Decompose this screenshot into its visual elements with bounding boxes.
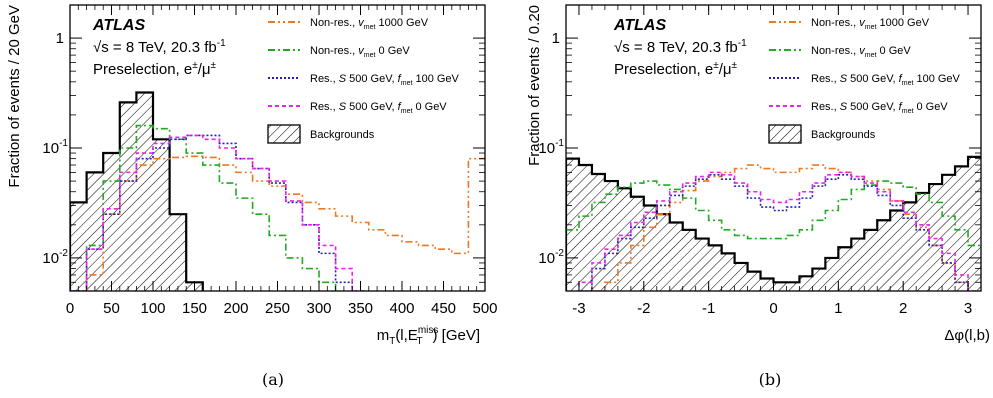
legend-entry: Non-res., vmet 0 GeV [769,45,911,59]
x-tick-label: 3 [964,300,972,317]
legend-entry: Res., S 500 GeV, fmet 0 GeV [268,101,447,115]
background-hatch-fill [566,156,981,291]
series-group [566,155,981,291]
x-tick-label: 2 [899,300,907,317]
x-tick-label: -2 [637,300,650,317]
x-tick-label: 100 [140,300,165,317]
legend-entry: Backgrounds [267,124,375,144]
y-axis-title-b: Fraction of events / 0.20 [526,5,543,166]
series-line-4 [578,171,981,291]
legend-label: Res., S 500 GeV, fmet 100 GeV [310,73,460,87]
panel-caption-a: (a) [262,370,284,389]
atlas-label-a: ATLAS [92,17,145,34]
ticks-a: 0 50 100 150 200 250 300 350 400 450 500 10-2 10-1 1 [42,4,498,317]
legend-entry: Non-res., vmet 1000 GeV [769,17,930,31]
legend-label: Res., S 500 GeV, fmet 100 GeV [811,73,961,87]
legend-label: Backgrounds [811,129,876,141]
x-tick-label: 200 [223,300,248,317]
background-hatch-fill [70,92,485,291]
x-tick-label: -1 [702,300,715,317]
legend-label: Non-res., vmet 0 GeV [310,45,410,59]
legend-label: Res., S 500 GeV, fmet 0 GeV [811,101,948,115]
series-line-4 [70,134,370,291]
plot-area-b [566,155,981,291]
legend-label: Backgrounds [310,129,375,141]
x-tick-label: 400 [389,300,414,317]
x-tick-label: 250 [265,300,290,317]
x-tick-label: 300 [306,300,331,317]
plot-area-a [70,91,485,291]
series-line-backgrounds [70,91,204,291]
panel-caption-b: (b) [759,370,782,389]
y-tick-label: 1 [56,30,64,47]
legend-swatch-hatch [267,124,301,144]
y-axis-title-a: Fraction of events / 20 GeV [6,5,23,188]
y-tick-label: 10-1 [538,138,564,157]
x-tick-label: 350 [348,300,373,317]
energy-label-b: √s = 8 TeV, 20.3 fb-1 [614,38,747,56]
legend-entry: Non-res., vmet 1000 GeV [268,17,429,31]
series-line-3 [70,134,353,291]
x-tick-label: 150 [182,300,207,317]
legend-label: Res., S 500 GeV, fmet 0 GeV [310,101,447,115]
x-axis-title-a: mT(l,Emiss T) [GeV] [377,325,480,347]
selection-label-a: Preselection, e±/μ± [93,60,217,78]
legend-label: Non-res., vmet 1000 GeV [310,17,429,31]
y-tick-label: 10-2 [538,248,564,267]
x-tick-label: 500 [472,300,497,317]
x-axis-title-b: Δφ(l,b) [944,327,990,344]
legend-label: Non-res., vmet 0 GeV [811,45,911,59]
legend-entry: Res., S 500 GeV, fmet 100 GeV [268,73,460,87]
y-tick-label: 1 [552,30,560,47]
legend-b: Non-res., vmet 1000 GeV Non-res., vmet 0 … [768,17,961,144]
selection-label-b: Preselection, e±/μ± [614,60,738,78]
ticks-b: -3 -2 -1 0 1 2 3 10-2 10-1 1 [538,4,982,317]
x-tick-label: -3 [572,300,585,317]
energy-label-a: √s = 8 TeV, 20.3 fb-1 [93,38,226,56]
x-tick-label: 0 [66,300,74,317]
x-tick-label: 450 [431,300,456,317]
series-line-backgrounds [566,155,981,291]
series-line-2 [566,180,981,247]
y-tick-label: 10-2 [42,248,68,267]
legend-entry: Backgrounds [768,124,876,144]
legend-a: Non-res., vmet 1000 GeV Non-res., vmet 0 … [267,17,460,144]
legend-swatch-hatch [768,124,802,144]
x-tick-label: 50 [103,300,120,317]
series-line-1 [85,155,485,291]
x-tick-label: 0 [769,300,777,317]
legend-label: Non-res., vmet 1000 GeV [811,17,930,31]
series-line-1 [591,164,969,291]
legend-entry: Res., S 500 GeV, fmet 100 GeV [769,73,961,87]
panel-a: 0 50 100 150 200 250 300 350 400 450 50010-210-11 … [6,4,498,389]
panel-b: -3 -2 -1 0 1 2 3 10-2 10-1 1 Fraction of events /… [526,4,990,389]
series-group [70,91,485,291]
y-tick-label: 10-1 [42,138,68,157]
legend-entry: Res., S 500 GeV, fmet 0 GeV [769,101,948,115]
legend-entry: Non-res., vmet 0 GeV [268,45,410,59]
atlas-label-b: ATLAS [613,17,666,34]
x-tick-label: 1 [834,300,842,317]
series-line-2 [85,124,337,291]
